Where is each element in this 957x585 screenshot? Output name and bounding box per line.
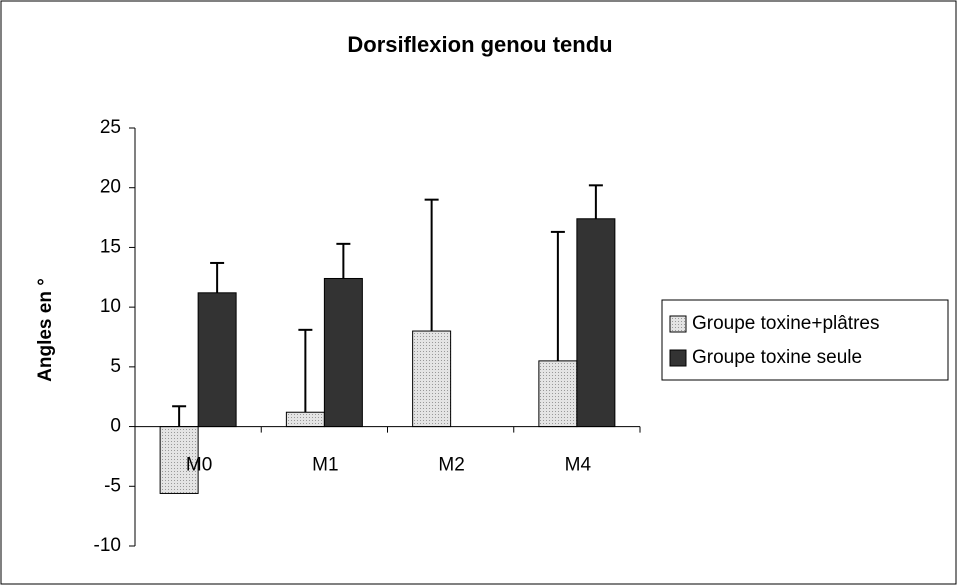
x-tick-label: M1 bbox=[312, 455, 338, 476]
bar bbox=[159, 426, 199, 494]
error-bar bbox=[210, 261, 225, 293]
y-tick-label: 10 bbox=[100, 296, 121, 317]
x-tick-label: M4 bbox=[565, 455, 592, 476]
bar bbox=[576, 218, 616, 428]
error-bar bbox=[298, 328, 313, 413]
x-tick-label: M0 bbox=[186, 455, 212, 476]
legend-label: Groupe toxine seule bbox=[692, 347, 862, 368]
y-tick-label: 20 bbox=[100, 177, 121, 198]
bar bbox=[197, 292, 237, 428]
y-axis-title: Angles en ° bbox=[35, 278, 56, 382]
error-bar bbox=[588, 184, 603, 219]
chart-title: Dorsiflexion genou tendu bbox=[347, 32, 612, 57]
error-bar bbox=[336, 242, 351, 279]
error-bar bbox=[424, 198, 439, 332]
legend-box bbox=[661, 299, 949, 381]
legend-swatch bbox=[669, 349, 687, 367]
bar bbox=[285, 411, 325, 428]
x-tick-label: M2 bbox=[438, 455, 464, 476]
legend-swatch bbox=[669, 315, 687, 333]
bar bbox=[412, 330, 452, 428]
bar bbox=[323, 277, 363, 428]
y-tick-label: -10 bbox=[94, 535, 121, 556]
error-bar bbox=[172, 405, 187, 427]
y-tick-label: -5 bbox=[104, 475, 121, 496]
y-tick-label: 5 bbox=[110, 356, 121, 377]
bar bbox=[538, 360, 578, 428]
y-tick-label: 25 bbox=[100, 117, 121, 138]
error-bar bbox=[550, 230, 565, 361]
y-tick-label: 15 bbox=[100, 236, 121, 257]
y-tick-label: 0 bbox=[110, 416, 121, 437]
legend-label: Groupe toxine+plâtres bbox=[692, 313, 879, 334]
